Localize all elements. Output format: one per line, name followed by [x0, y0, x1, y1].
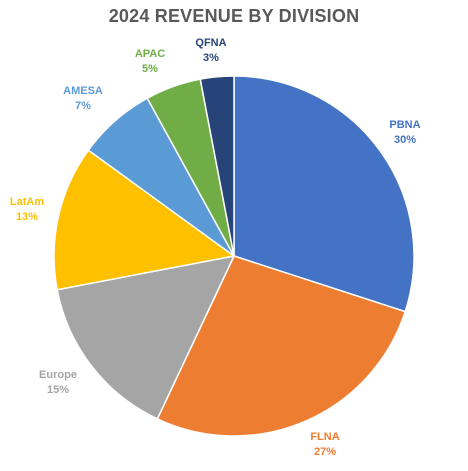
slice-label-value-europe: 15% — [47, 384, 69, 396]
pie-slice-pbna — [233, 75, 415, 313]
pie-slice-qfna — [199, 75, 235, 257]
slice-label-name-pbna: PBNA — [389, 119, 420, 131]
slice-label-value-apac: 5% — [142, 63, 158, 75]
slice-label-name-apac: APAC — [135, 48, 165, 60]
slice-label-value-qfna: 3% — [203, 52, 219, 64]
pie-labels: PBNA 30% FLNA 27% Europe 15% LatAm 13% AMESA 7% AP… — [10, 37, 421, 458]
chart-title: 2024 REVENUE BY DIVISION — [108, 6, 360, 26]
pie-slice-flna — [156, 255, 407, 437]
slice-label-name-latam: LatAm — [10, 196, 44, 208]
slice-label-name-flna: FLNA — [310, 431, 339, 443]
slice-label-value-latam: 13% — [16, 211, 38, 223]
pie-slice-latam — [53, 149, 236, 291]
pie-slice-europe — [56, 254, 236, 420]
slice-label-name-europe: Europe — [39, 369, 77, 381]
slice-label-value-amesa: 7% — [75, 100, 91, 112]
pie-slices — [53, 75, 415, 437]
slice-label-name-amesa: AMESA — [63, 85, 103, 97]
slice-label-value-flna: 27% — [314, 446, 336, 458]
slice-label-name-qfna: QFNA — [195, 37, 226, 49]
slice-label-value-pbna: 30% — [394, 134, 416, 146]
